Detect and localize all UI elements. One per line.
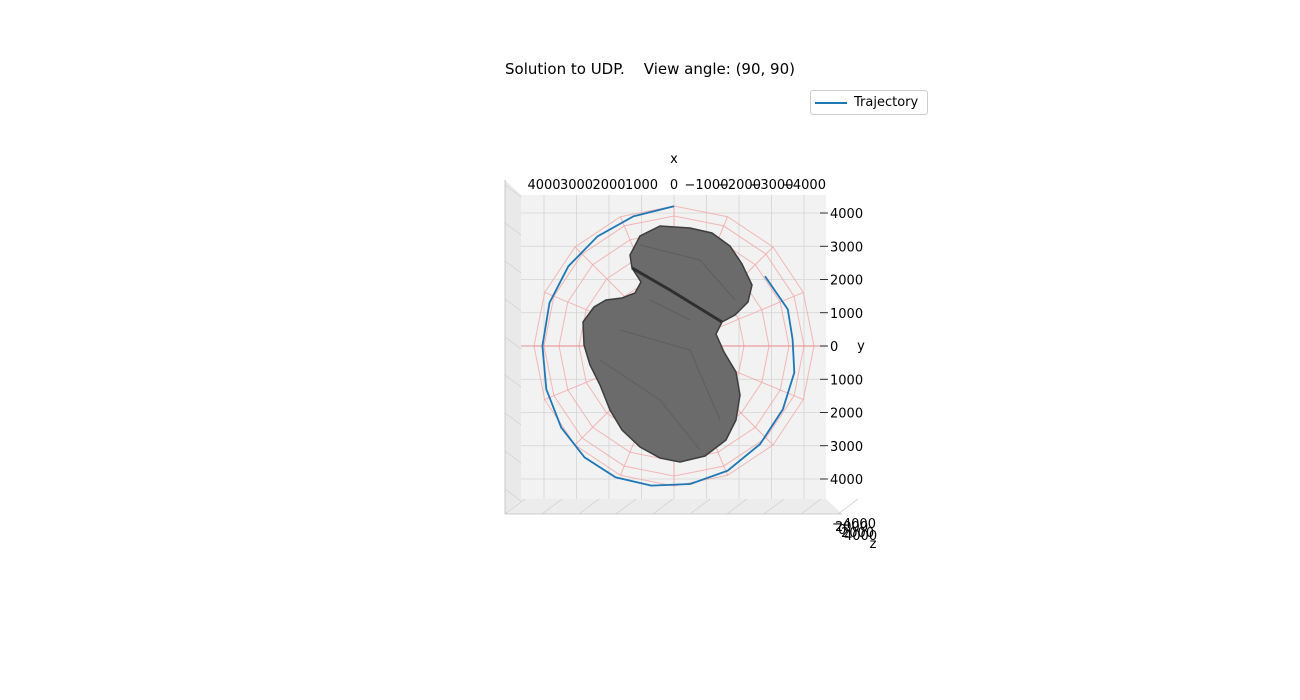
series-line-trajectory: [541, 205, 796, 487]
grid-line-side: [504, 374, 522, 388]
grid-line-bottom: [689, 498, 711, 515]
y-tick-label: 1000: [830, 373, 863, 388]
grid-line-side: [504, 260, 522, 274]
x-tick-label: 1000: [625, 178, 658, 193]
legend: Trajectory: [810, 90, 928, 115]
grid-line-bottom: [800, 498, 822, 515]
y-tick-label: 4000: [830, 473, 863, 488]
y-tick-label: 3000: [830, 440, 863, 455]
y-tick-label: 3000: [830, 240, 863, 255]
grid-line-side: [504, 412, 522, 426]
z-tick-label: −4000: [832, 517, 876, 532]
grid-line-bottom: [504, 498, 526, 515]
grid-line-bottom: [837, 498, 859, 515]
y-tick-label: 2000: [830, 274, 863, 289]
chart-title: Solution to UDP. View angle: (90, 90): [505, 60, 795, 78]
z-tick-label: 2000: [835, 520, 868, 535]
bottom-pane: [505, 499, 842, 514]
grid-line-side: [504, 298, 522, 312]
x-tick-label: 3000: [560, 178, 593, 193]
x-tick-label: 4000: [527, 178, 560, 193]
x-tick-label: −1000: [685, 178, 729, 193]
grid-line-side: [504, 222, 522, 236]
legend-swatch-trajectory: [815, 102, 847, 104]
z-tick-label: 0: [838, 523, 846, 538]
x-tick-label: 2000: [592, 178, 625, 193]
z-tick-label: 2000: [841, 526, 874, 541]
y-tick-label: 1000: [830, 307, 863, 322]
z-tick-label: 4000: [844, 529, 877, 544]
grid-line-bottom: [615, 498, 637, 515]
grid-line-bottom: [763, 498, 785, 515]
tick-labels: 4000 3000 2000 1000 0 −1000−2000−3000−4000400…: [527, 178, 877, 544]
comet-facets: [599, 244, 736, 451]
grid-line-side: [504, 336, 522, 350]
trajectory-series: [541, 205, 796, 487]
grid-line-bottom: [652, 498, 674, 515]
grid-line-side: [504, 450, 522, 464]
grid-line-side: [504, 488, 522, 502]
x-tick-label: −3000: [750, 178, 794, 193]
y-tick-label: 0: [830, 340, 838, 355]
y-tick-label: 4000: [830, 207, 863, 222]
grid-line-bottom: [726, 498, 748, 515]
x-axis-label: x: [670, 152, 678, 167]
legend-label-trajectory: Trajectory: [854, 95, 919, 110]
y-tick-label: 2000: [830, 407, 863, 422]
y-axis-label: y: [857, 339, 865, 354]
z-axis-label: z: [870, 537, 877, 552]
x-tick-label: −4000: [782, 178, 826, 193]
x-tick-label: 0: [670, 178, 678, 193]
comet-neck-shadow: [631, 266, 723, 324]
grid-line-bottom: [541, 498, 563, 515]
grid-line-side: [504, 184, 522, 198]
x-tick-label: −2000: [717, 178, 761, 193]
comet-body: [582, 225, 753, 463]
grid-line-bottom: [578, 498, 600, 515]
